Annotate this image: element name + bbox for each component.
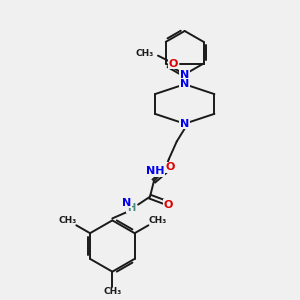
- Text: N: N: [180, 119, 189, 129]
- Text: O: O: [165, 162, 175, 172]
- Text: CH₃: CH₃: [103, 287, 122, 296]
- Text: CH₃: CH₃: [58, 216, 76, 225]
- Text: N: N: [180, 70, 189, 80]
- Text: O: O: [163, 200, 172, 210]
- Text: N: N: [180, 79, 189, 89]
- Text: NH: NH: [146, 166, 165, 176]
- Text: H: H: [127, 202, 135, 212]
- Text: O: O: [168, 58, 178, 68]
- Text: CH₃: CH₃: [136, 49, 154, 58]
- Text: CH₃: CH₃: [148, 216, 166, 225]
- Text: N: N: [122, 198, 131, 208]
